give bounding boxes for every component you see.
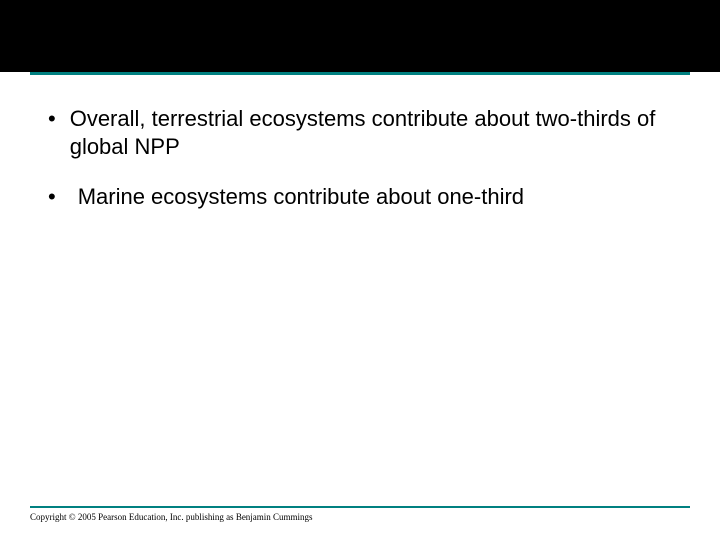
bullet-item: • Marine ecosystems contribute about one… xyxy=(48,183,672,211)
footer-area: Copyright © 2005 Pearson Education, Inc.… xyxy=(30,506,690,522)
bullet-text: Overall, terrestrial ecosystems contribu… xyxy=(70,105,672,161)
bullet-item: • Overall, terrestrial ecosystems contri… xyxy=(48,105,672,161)
bullet-marker: • xyxy=(48,183,56,211)
top-black-bar xyxy=(0,0,720,72)
content-area: • Overall, terrestrial ecosystems contri… xyxy=(0,75,720,211)
bullet-marker: • xyxy=(48,105,56,133)
copyright-text: Copyright © 2005 Pearson Education, Inc.… xyxy=(30,512,690,522)
bullet-text: Marine ecosystems contribute about one-t… xyxy=(78,183,524,211)
divider-bottom xyxy=(30,506,690,508)
